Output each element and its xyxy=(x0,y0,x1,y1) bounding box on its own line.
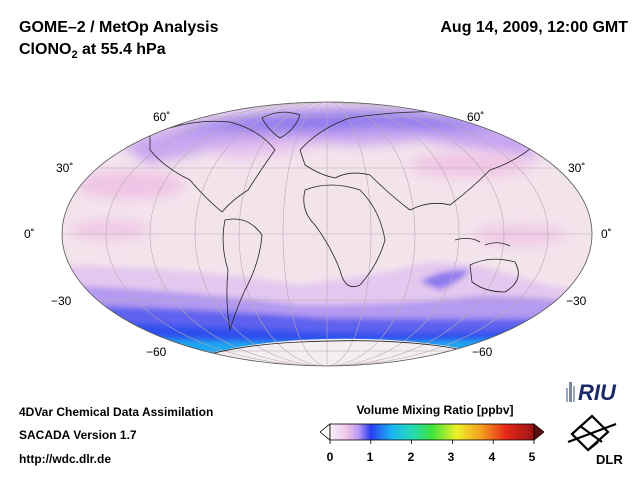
globe-field xyxy=(62,102,592,366)
analysis-datetime: Aug 14, 2009, 12:00 GMT xyxy=(440,19,628,36)
colorbar-tick-4: 4 xyxy=(488,450,496,464)
colorbar-gradient xyxy=(329,423,535,441)
graticule xyxy=(62,102,592,366)
latitude-labels: 60˚ 60˚ 30˚ 30˚ 0˚ 0˚ −30 −30 −60 −60 xyxy=(24,110,612,359)
lat-label-60s-left: −60 xyxy=(146,345,167,359)
riu-logo: RIU xyxy=(566,380,617,405)
lat-label-30n-right: 30˚ xyxy=(568,161,585,175)
dlr-logo: DLR xyxy=(567,414,623,467)
species-label: ClONO2 at 55.4 hPa xyxy=(19,41,166,61)
lat-label-eq-left: 0˚ xyxy=(24,227,35,241)
riu-logo-text: RIU xyxy=(578,380,617,405)
colorbar-underflow-arrow xyxy=(320,423,331,441)
colorbar-tick-2: 2 xyxy=(407,450,415,464)
footer-line-version: SACADA Version 1.7 xyxy=(19,428,137,442)
footer-line-url: http://wdc.dlr.de xyxy=(19,452,111,466)
colorbar-tick-5: 5 xyxy=(528,450,536,464)
globe-outline xyxy=(61,101,593,367)
lat-label-30n-left: 30˚ xyxy=(56,161,73,175)
footer-line-assimilation: 4DVar Chemical Data Assimilation xyxy=(19,405,214,419)
lat-label-eq-right: 0˚ xyxy=(601,227,612,241)
colorbar-tick-0: 0 xyxy=(326,450,334,464)
colorbar-tick-1: 1 xyxy=(366,450,374,464)
lat-label-60n-left: 60˚ xyxy=(153,110,170,124)
colorbar xyxy=(320,423,544,444)
colorbar-title: Volume Mixing Ratio [ppbv] xyxy=(356,403,514,417)
colorbar-tick-3: 3 xyxy=(447,450,455,464)
colorbar-overflow-arrow xyxy=(533,423,544,441)
lat-label-60n-right: 60˚ xyxy=(467,110,484,124)
lat-label-30s-left: −30 xyxy=(51,294,72,308)
lat-label-30s-right: −30 xyxy=(566,294,587,308)
analysis-title: GOME–2 / MetOp Analysis xyxy=(19,19,219,36)
dlr-logo-text: DLR xyxy=(596,452,623,467)
map-title-block: GOME–2 / MetOp Analysis ClONO2 at 55.4 h… xyxy=(19,18,218,62)
lat-label-60s-right: −60 xyxy=(472,345,493,359)
